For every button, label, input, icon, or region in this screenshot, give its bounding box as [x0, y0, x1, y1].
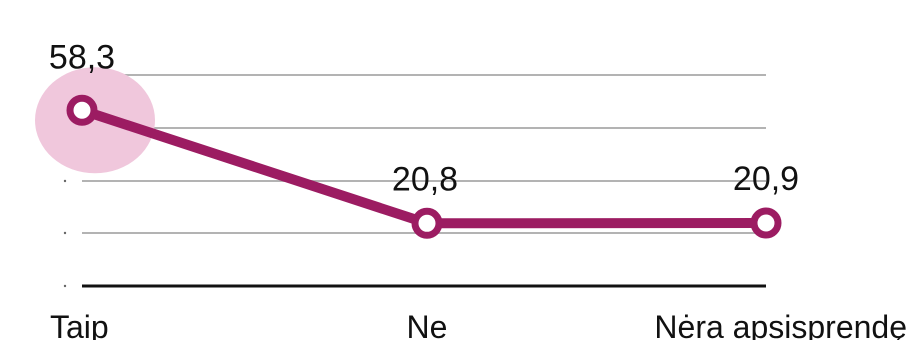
gridlines	[82, 74, 766, 288]
data-label-1: 20,8	[392, 160, 458, 198]
category-labels: Taip Ne Nėra apsisprendę	[50, 309, 907, 340]
highlight-glow	[35, 67, 155, 174]
data-point-0	[66, 94, 98, 126]
y-ticks	[63, 179, 67, 288]
category-label-taip: Taip	[50, 309, 109, 340]
category-label-nera-apsisprende: Nėra apsisprendę	[654, 309, 907, 340]
series-layer: 58,3 20,8 20,9	[35, 38, 799, 239]
data-point-2	[750, 207, 782, 239]
y-tick-2	[63, 231, 67, 235]
data-label-2: 20,9	[733, 160, 799, 198]
data-label-0: 58,3	[49, 38, 115, 76]
category-label-ne: Ne	[407, 309, 448, 340]
data-point-1	[411, 207, 443, 239]
y-tick-1	[63, 179, 67, 183]
y-tick-3	[63, 284, 67, 288]
